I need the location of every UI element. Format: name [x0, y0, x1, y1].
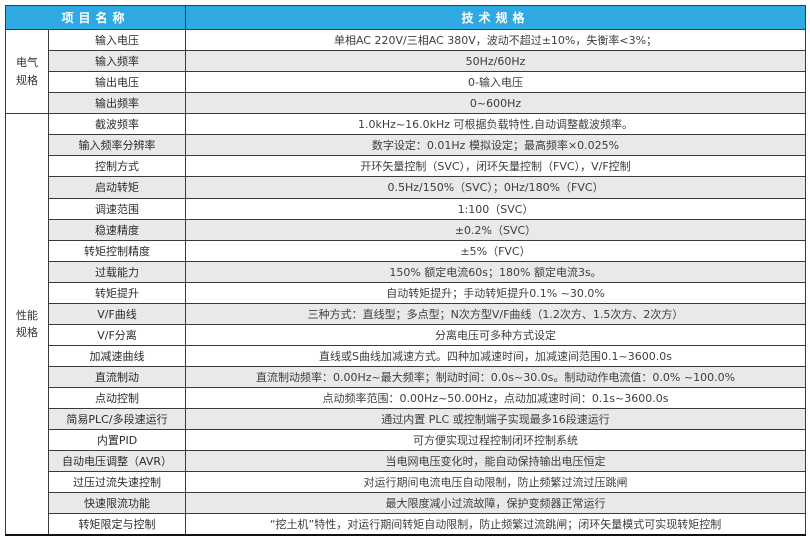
table-row: 过载能力 150% 额定电流60s；180% 额定电流3s。 — [6, 260, 807, 283]
row-value: 分离电压可多种方式设定 — [185, 323, 807, 346]
table-row: 输入频率分辨率 数字设定：0.01Hz 模拟设定；最高频率×0.025% — [6, 134, 807, 157]
row-label: 输入频率 — [47, 50, 187, 73]
row-value: “挖土机”特性，对运行期间转矩自动限制，防止频繁过流跳闸；闭环矢量模式可实现转矩… — [185, 513, 807, 536]
table-row: 输入频率 50Hz/60Hz — [6, 50, 807, 73]
row-label: 启动转矩 — [47, 176, 187, 199]
row-label: 自动电压调整（AVR） — [47, 450, 187, 473]
table-row: 直流制动 直流制动频率：0.00Hz~最大频率；制动时间：0.0s~30.0s。制… — [6, 365, 807, 389]
row-label: 简易PLC/多段速运行 — [47, 408, 187, 431]
table-row: 性能 规格 截波频率 1.0kHz~16.0kHz 可根据负载特性,自动调整截波频率… — [5, 113, 807, 536]
row-value: 0-输入电压 — [185, 71, 807, 94]
row-label: 转矩限定与控制 — [47, 513, 187, 536]
row-value: 0~600Hz — [185, 92, 807, 115]
table-row: 内置PID 可方便实现过程控制闭环控制系统 — [6, 429, 807, 452]
table-row: 快速限流功能 最大限度减小过流故障，保护变频器正常运行 — [6, 492, 807, 515]
table-row: 转矩控制精度 ±5%（FVC） — [6, 239, 807, 262]
table-row: V/F分离 分离电压可多种方式设定 — [6, 323, 807, 346]
row-label: 加减速曲线 — [47, 344, 187, 368]
row-label: 内置PID — [47, 429, 187, 452]
table-row: 启动转矩 0.5Hz/150%（SVC）；0Hz/180%（FVC） — [6, 176, 807, 199]
row-value: 对运行期间电流电压自动限制，防止频繁过流过压跳闸 — [185, 471, 807, 494]
row-value: 三种方式：直线型；多点型；N次方型V/F曲线（1.2次方、1.5次方、2次方） — [185, 302, 807, 325]
table-row: 输出频率 0~600Hz — [6, 92, 807, 115]
row-value: 数字设定：0.01Hz 模拟设定；最高频率×0.025% — [185, 134, 807, 157]
row-label: 过压过流失速控制 — [47, 471, 187, 494]
column-header-tech-spec: 技术规格 — [185, 5, 807, 30]
table-row: 点动控制 点动频率范围：0.00Hz~50.00Hz，点动加减速时间：0.1s~3… — [6, 387, 807, 410]
row-value: 当电网电压变化时，能自动保持输出电压恒定 — [185, 450, 807, 473]
row-label: 输出电压 — [47, 71, 187, 94]
row-label: 调速范围 — [47, 197, 187, 220]
row-value: 最大限度减小过流故障，保护变频器正常运行 — [185, 492, 807, 515]
table-row: 控制方式 开环矢量控制（SVC），闭环矢量控制（FVC），V/F控制 — [6, 155, 807, 178]
table-row: 过压过流失速控制 对运行期间电流电压自动限制，防止频繁过流过压跳闸 — [6, 471, 807, 494]
row-label: 输入频率分辨率 — [47, 134, 187, 157]
table-row: 调速范围 1:100（SVC） — [6, 197, 807, 220]
row-label: 输出频率 — [47, 92, 187, 115]
row-value: 直线或S曲线加减速方式。四种加减速时间，加减速间范围0.1~3600.0s — [185, 344, 807, 368]
row-label: 点动控制 — [47, 387, 187, 410]
row-value: 开环矢量控制（SVC），闭环矢量控制（FVC），V/F控制 — [185, 155, 807, 178]
table-row: 稳速精度 ±0.2%（SVC） — [6, 218, 807, 241]
row-value: 单相AC 220V/三相AC 380V，波动不超过±10%，失衡率<3%； — [185, 28, 807, 52]
row-value: 1.0kHz~16.0kHz 可根据负载特性,自动调整截波频率。 — [185, 113, 807, 136]
row-value: 通过内置 PLC 或控制端子实现最多16段速运行 — [185, 408, 807, 431]
table-row: 加减速曲线 直线或S曲线加减速方式。四种加减速时间，加减速间范围0.1~3600.… — [6, 344, 807, 368]
spec-table: 项目名称 技术规格 电气 规格 输入电压 单相AC 220V/三相AC 380V，波… — [4, 5, 807, 536]
table-row: 转矩提升 自动转矩提升；手动转矩提升0.1% ~30.0% — [6, 281, 807, 304]
row-label: 转矩提升 — [47, 281, 187, 304]
table-row: 输出电压 0-输入电压 — [6, 71, 807, 94]
row-value: 0.5Hz/150%（SVC）；0Hz/180%（FVC） — [185, 176, 807, 199]
row-value: 50Hz/60Hz — [185, 50, 807, 73]
row-label: V/F分离 — [47, 323, 187, 346]
row-value: 1:100（SVC） — [185, 197, 807, 220]
table-row: 转矩限定与控制 “挖土机”特性，对运行期间转矩自动限制，防止频繁过流跳闸；闭环矢量… — [6, 513, 807, 536]
table-row: 自动电压调整（AVR） 当电网电压变化时，能自动保持输出电压恒定 — [6, 450, 807, 473]
row-label: 输入电压 — [47, 28, 187, 52]
column-header-item-name: 项目名称 — [4, 5, 187, 30]
row-label: V/F曲线 — [47, 302, 187, 325]
row-value: 150% 额定电流60s；180% 额定电流3s。 — [185, 260, 807, 283]
row-label: 快速限流功能 — [47, 492, 187, 515]
row-value: 自动转矩提升；手动转矩提升0.1% ~30.0% — [185, 281, 807, 304]
table-header: 项目名称 技术规格 — [4, 5, 807, 30]
row-value: 可方便实现过程控制闭环控制系统 — [185, 429, 807, 452]
table-row: 简易PLC/多段速运行 通过内置 PLC 或控制端子实现最多16段速运行 — [6, 408, 807, 431]
table-row: 电气 规格 输入电压 单相AC 220V/三相AC 380V，波动不超过±10%，失… — [5, 28, 807, 115]
row-label: 转矩控制精度 — [47, 239, 187, 262]
row-value: 直流制动频率：0.00Hz~最大频率；制动时间：0.0s~30.0s。制动动作电… — [185, 365, 807, 389]
row-label: 过载能力 — [47, 260, 187, 283]
row-value: ±0.2%（SVC） — [185, 218, 807, 241]
row-label: 稳速精度 — [47, 218, 187, 241]
table-body: 电气 规格 输入电压 单相AC 220V/三相AC 380V，波动不超过±10%，失… — [5, 28, 807, 536]
group-cell: 性能 规格 — [5, 113, 49, 536]
row-label: 截波频率 — [47, 113, 187, 136]
row-value: 点动频率范围：0.00Hz~50.00Hz，点动加减速时间：0.1s~3600.… — [185, 387, 807, 410]
row-value: ±5%（FVC） — [185, 239, 807, 262]
row-label: 直流制动 — [47, 365, 187, 389]
table-row: V/F曲线 三种方式：直线型；多点型；N次方型V/F曲线（1.2次方、1.5次方、… — [6, 302, 807, 325]
header-row: 项目名称 技术规格 — [4, 5, 807, 30]
row-label: 控制方式 — [47, 155, 187, 178]
group-cell: 电气 规格 — [5, 28, 49, 115]
